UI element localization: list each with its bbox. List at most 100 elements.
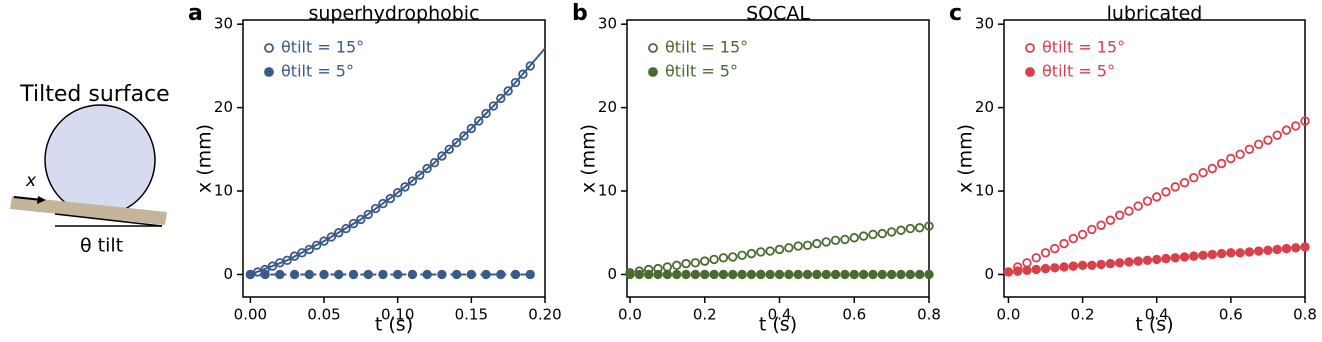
data-point: [840, 269, 850, 280]
x-tick-label: 0.6: [842, 306, 866, 324]
y-axis-label: x (mm): [955, 124, 977, 193]
x-tick-label: 0.0: [997, 306, 1021, 324]
data-point: [1068, 261, 1079, 271]
data-point: [1170, 253, 1180, 263]
data-point: [802, 240, 813, 250]
x-tick-label: 0.4: [1145, 306, 1169, 324]
data-point: [311, 240, 322, 250]
data-point: [1068, 233, 1079, 244]
data-point: [737, 250, 747, 260]
data-point: [385, 193, 396, 204]
legend-label: θtilt = 15°: [1042, 38, 1125, 57]
data-point: [1077, 260, 1088, 270]
data-point: [653, 269, 663, 280]
data-point: [1013, 266, 1023, 276]
data-point: [1281, 125, 1292, 135]
x-label: x: [25, 171, 37, 191]
y-tick-label: 30: [975, 15, 994, 33]
data-point: [297, 248, 307, 258]
data-point: [896, 225, 906, 235]
data-point: [1216, 248, 1227, 259]
data-point: [466, 269, 477, 280]
data-point: [681, 269, 691, 280]
data-point: [400, 182, 410, 192]
data-point: [1059, 262, 1069, 272]
data-point: [1105, 215, 1116, 225]
data-point: [429, 157, 440, 168]
data-point: [1189, 251, 1199, 261]
legend-label: θtilt = 5°: [665, 62, 738, 81]
data-point: [821, 237, 831, 247]
data-point: [709, 269, 719, 280]
data-point: [1198, 167, 1208, 178]
data-point: [392, 269, 403, 280]
x-tick-label: 0.8: [1293, 306, 1317, 324]
x-tick-label: 0.0: [618, 306, 642, 324]
data-point: [1207, 249, 1218, 260]
data-point: [886, 227, 897, 237]
data-point: [905, 269, 916, 280]
data-point: [444, 144, 454, 155]
x-tick-label: 0.00: [234, 306, 267, 324]
data-point: [793, 269, 803, 280]
data-point: [877, 228, 887, 239]
data-point: [672, 260, 682, 270]
data-point: [1114, 258, 1125, 268]
panel-letter: b: [572, 1, 588, 26]
data-point: [1003, 267, 1014, 277]
data-point: [728, 252, 738, 262]
data-point: [1059, 238, 1069, 249]
data-point: [802, 269, 813, 280]
x-tick-label: 0.8: [917, 306, 941, 324]
data-point: [1152, 192, 1162, 202]
data-point: [1253, 139, 1264, 150]
data-point: [334, 269, 344, 280]
data-point: [672, 269, 682, 280]
data-point: [378, 198, 388, 209]
chart-title: superhydrophobic: [308, 3, 479, 25]
y-tick-label: 30: [214, 15, 233, 33]
data-point: [812, 269, 822, 280]
data-point: [1133, 201, 1143, 211]
y-axis-label: x (mm): [194, 124, 216, 193]
data-point: [1124, 257, 1134, 267]
data-point: [681, 258, 691, 269]
data-point: [905, 223, 916, 234]
data-point: [718, 269, 729, 280]
data-point: [1263, 135, 1273, 145]
data-point: [700, 269, 710, 280]
data-point: [765, 246, 775, 256]
legend-marker: [1025, 43, 1035, 53]
data-point: [886, 269, 897, 280]
droplet: [44, 104, 156, 216]
data-point: [488, 101, 499, 111]
data-point: [407, 269, 418, 280]
data-point: [1050, 243, 1060, 254]
data-point: [812, 238, 822, 249]
legend-label: θtilt = 15°: [281, 38, 364, 57]
data-point: [1050, 263, 1060, 273]
x-arrow: [13, 196, 43, 201]
data-point: [690, 258, 701, 268]
diagram-title: Tilted surface: [19, 82, 169, 107]
data-point: [709, 254, 719, 265]
data-point: [1161, 187, 1171, 197]
data-point: [830, 235, 841, 245]
data-point: [474, 116, 484, 126]
legend-marker: [648, 67, 658, 77]
data-point: [319, 269, 329, 280]
data-point: [334, 228, 344, 238]
data-point: [518, 69, 528, 79]
y-tick-label: 20: [975, 98, 994, 116]
y-tick-label: 0: [607, 265, 617, 283]
data-point: [1291, 243, 1301, 253]
legend-marker: [264, 43, 274, 53]
data-point: [1152, 254, 1162, 265]
data-point: [1022, 258, 1032, 268]
data-point: [1124, 206, 1134, 216]
data-point: [275, 269, 285, 280]
y-tick-label: 10: [598, 182, 617, 200]
y-tick-label: 20: [214, 98, 233, 116]
x-tick-label: 0.2: [1071, 306, 1095, 324]
